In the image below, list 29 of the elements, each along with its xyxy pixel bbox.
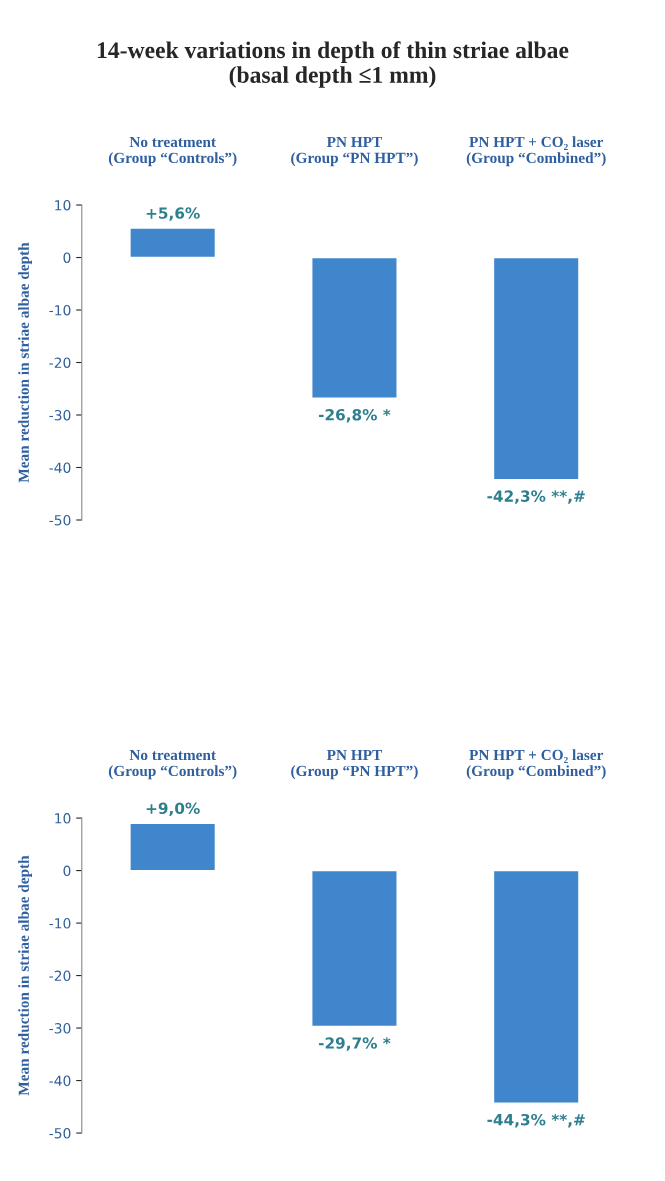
x-tick-label: PN HPT + CO₂ laser (Group “Combined”) bbox=[466, 749, 606, 780]
y-tick-label: 0 bbox=[63, 252, 71, 263]
y-tick-label: -50 bbox=[49, 1128, 71, 1139]
x-tick-label: No treatment (Group “Controls”) bbox=[108, 749, 237, 780]
y-tick-label: -20 bbox=[49, 357, 71, 368]
x-tick-label: PN HPT + CO₂ laser (Group “Combined”) bbox=[466, 136, 606, 167]
data-label: -44,3% **,# bbox=[487, 1113, 585, 1128]
chart-title: 14-week variations in depth of thin striae albae (basal depth ≤1 mm) bbox=[97, 41, 569, 88]
y-tick-label: -50 bbox=[49, 514, 71, 526]
data-label: -26,8% * bbox=[318, 408, 391, 423]
data-label: +9,0% bbox=[146, 802, 200, 817]
x-tick-label: No treatment (Group “Controls”) bbox=[108, 136, 237, 167]
y-tick-label: 0 bbox=[63, 865, 71, 877]
y-axis-title: Mean reduction in striae albae depth bbox=[18, 855, 33, 1096]
y-tick-label: 10 bbox=[55, 199, 71, 211]
y-axis-title: Mean reduction in striae albae depth bbox=[18, 242, 33, 483]
x-tick-label: PN HPT (Group “PN HPT”) bbox=[291, 749, 418, 780]
y-tick-label: -10 bbox=[49, 304, 71, 316]
data-label: +5,6% bbox=[146, 207, 200, 221]
data-label: -42,3% **,# bbox=[487, 490, 585, 504]
y-tick-label: -30 bbox=[49, 1023, 71, 1034]
x-tick-label: PN HPT (Group “PN HPT”) bbox=[291, 136, 418, 167]
data-label: -29,7% * bbox=[318, 1037, 391, 1051]
y-tick-label: -30 bbox=[49, 409, 71, 421]
y-tick-label: -40 bbox=[49, 462, 71, 473]
y-tick-label: 10 bbox=[55, 813, 71, 824]
y-tick-label: -20 bbox=[49, 970, 71, 982]
y-tick-label: -10 bbox=[49, 918, 71, 929]
y-tick-label: -40 bbox=[49, 1075, 71, 1087]
